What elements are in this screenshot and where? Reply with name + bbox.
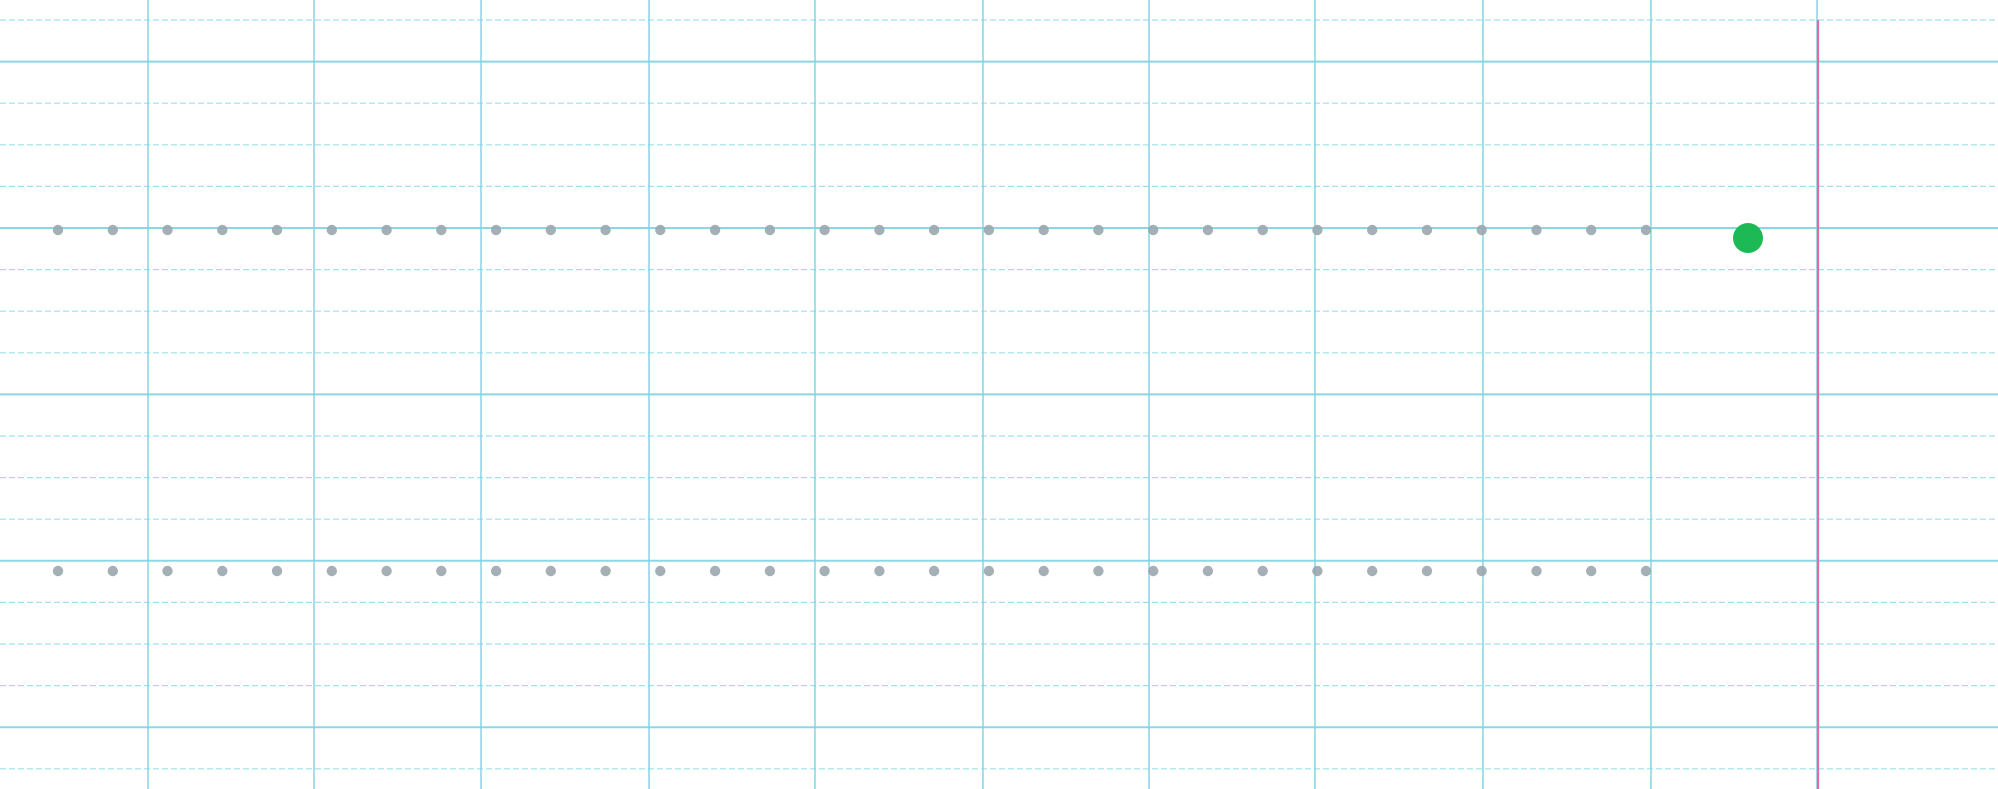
trace-dot — [326, 224, 337, 236]
trace-dot — [764, 224, 776, 236]
trace-dot — [217, 224, 228, 236]
trace-dot — [709, 224, 721, 236]
trace-dot — [1093, 224, 1104, 236]
trace-dot — [271, 565, 283, 577]
trace-dot — [1476, 224, 1487, 236]
trace-dot — [545, 565, 556, 577]
tracing-row — [52, 565, 1652, 577]
trace-dot — [381, 224, 392, 236]
trace-dot — [1312, 224, 1323, 236]
trace-dot — [1640, 224, 1652, 236]
trace-dot — [107, 565, 119, 577]
trace-dot — [162, 224, 173, 236]
trace-dot — [1531, 565, 1542, 577]
trace-dot — [1202, 224, 1214, 236]
trace-dot — [874, 565, 885, 577]
trace-dot — [600, 565, 611, 577]
trace-dot — [271, 224, 283, 236]
trace-dot — [1367, 565, 1378, 577]
trace-dot — [819, 224, 830, 236]
trace-dot — [326, 565, 337, 577]
trace-dot — [1421, 224, 1433, 236]
trace-dot — [983, 224, 995, 236]
horizontal-rule-lines — [0, 19, 1998, 770]
trace-dot — [1312, 565, 1323, 577]
trace-dot — [52, 224, 64, 236]
trace-dot — [490, 565, 502, 577]
tracing-row — [52, 223, 1763, 253]
trace-dot — [1038, 565, 1049, 577]
trace-dot — [107, 224, 119, 236]
trace-dot — [545, 224, 556, 236]
trace-dot — [928, 565, 940, 577]
trace-dot — [1038, 224, 1049, 236]
trace-dot — [1202, 565, 1214, 577]
trace-dot — [709, 565, 721, 577]
trace-dot — [1531, 224, 1542, 236]
trace-dot — [1421, 565, 1433, 577]
trace-dot — [1093, 565, 1104, 577]
trace-dot — [1476, 565, 1487, 577]
dotted-tracing-rows — [52, 223, 1763, 577]
trace-dot — [1586, 565, 1597, 577]
trace-dot — [490, 224, 502, 236]
trace-dot — [655, 224, 666, 236]
trace-dot — [764, 565, 776, 577]
trace-dot — [819, 565, 830, 577]
trace-dot — [874, 224, 885, 236]
trace-dot — [1148, 224, 1159, 236]
trace-dot — [217, 565, 228, 577]
trace-dot — [436, 565, 447, 577]
trace-dot — [52, 565, 64, 577]
trace-dot — [436, 224, 447, 236]
trace-dot — [1148, 565, 1159, 577]
trace-dot — [381, 565, 392, 577]
trace-dot — [1367, 224, 1378, 236]
trace-dot — [983, 565, 995, 577]
trace-dot — [1640, 565, 1652, 577]
start-point-marker — [1733, 223, 1763, 253]
trace-dot — [162, 565, 173, 577]
trace-dot — [655, 565, 666, 577]
trace-dot — [1257, 224, 1268, 236]
trace-dot — [600, 224, 611, 236]
trace-dot — [1257, 565, 1268, 577]
trace-dot — [1586, 224, 1597, 236]
trace-dot — [928, 224, 940, 236]
